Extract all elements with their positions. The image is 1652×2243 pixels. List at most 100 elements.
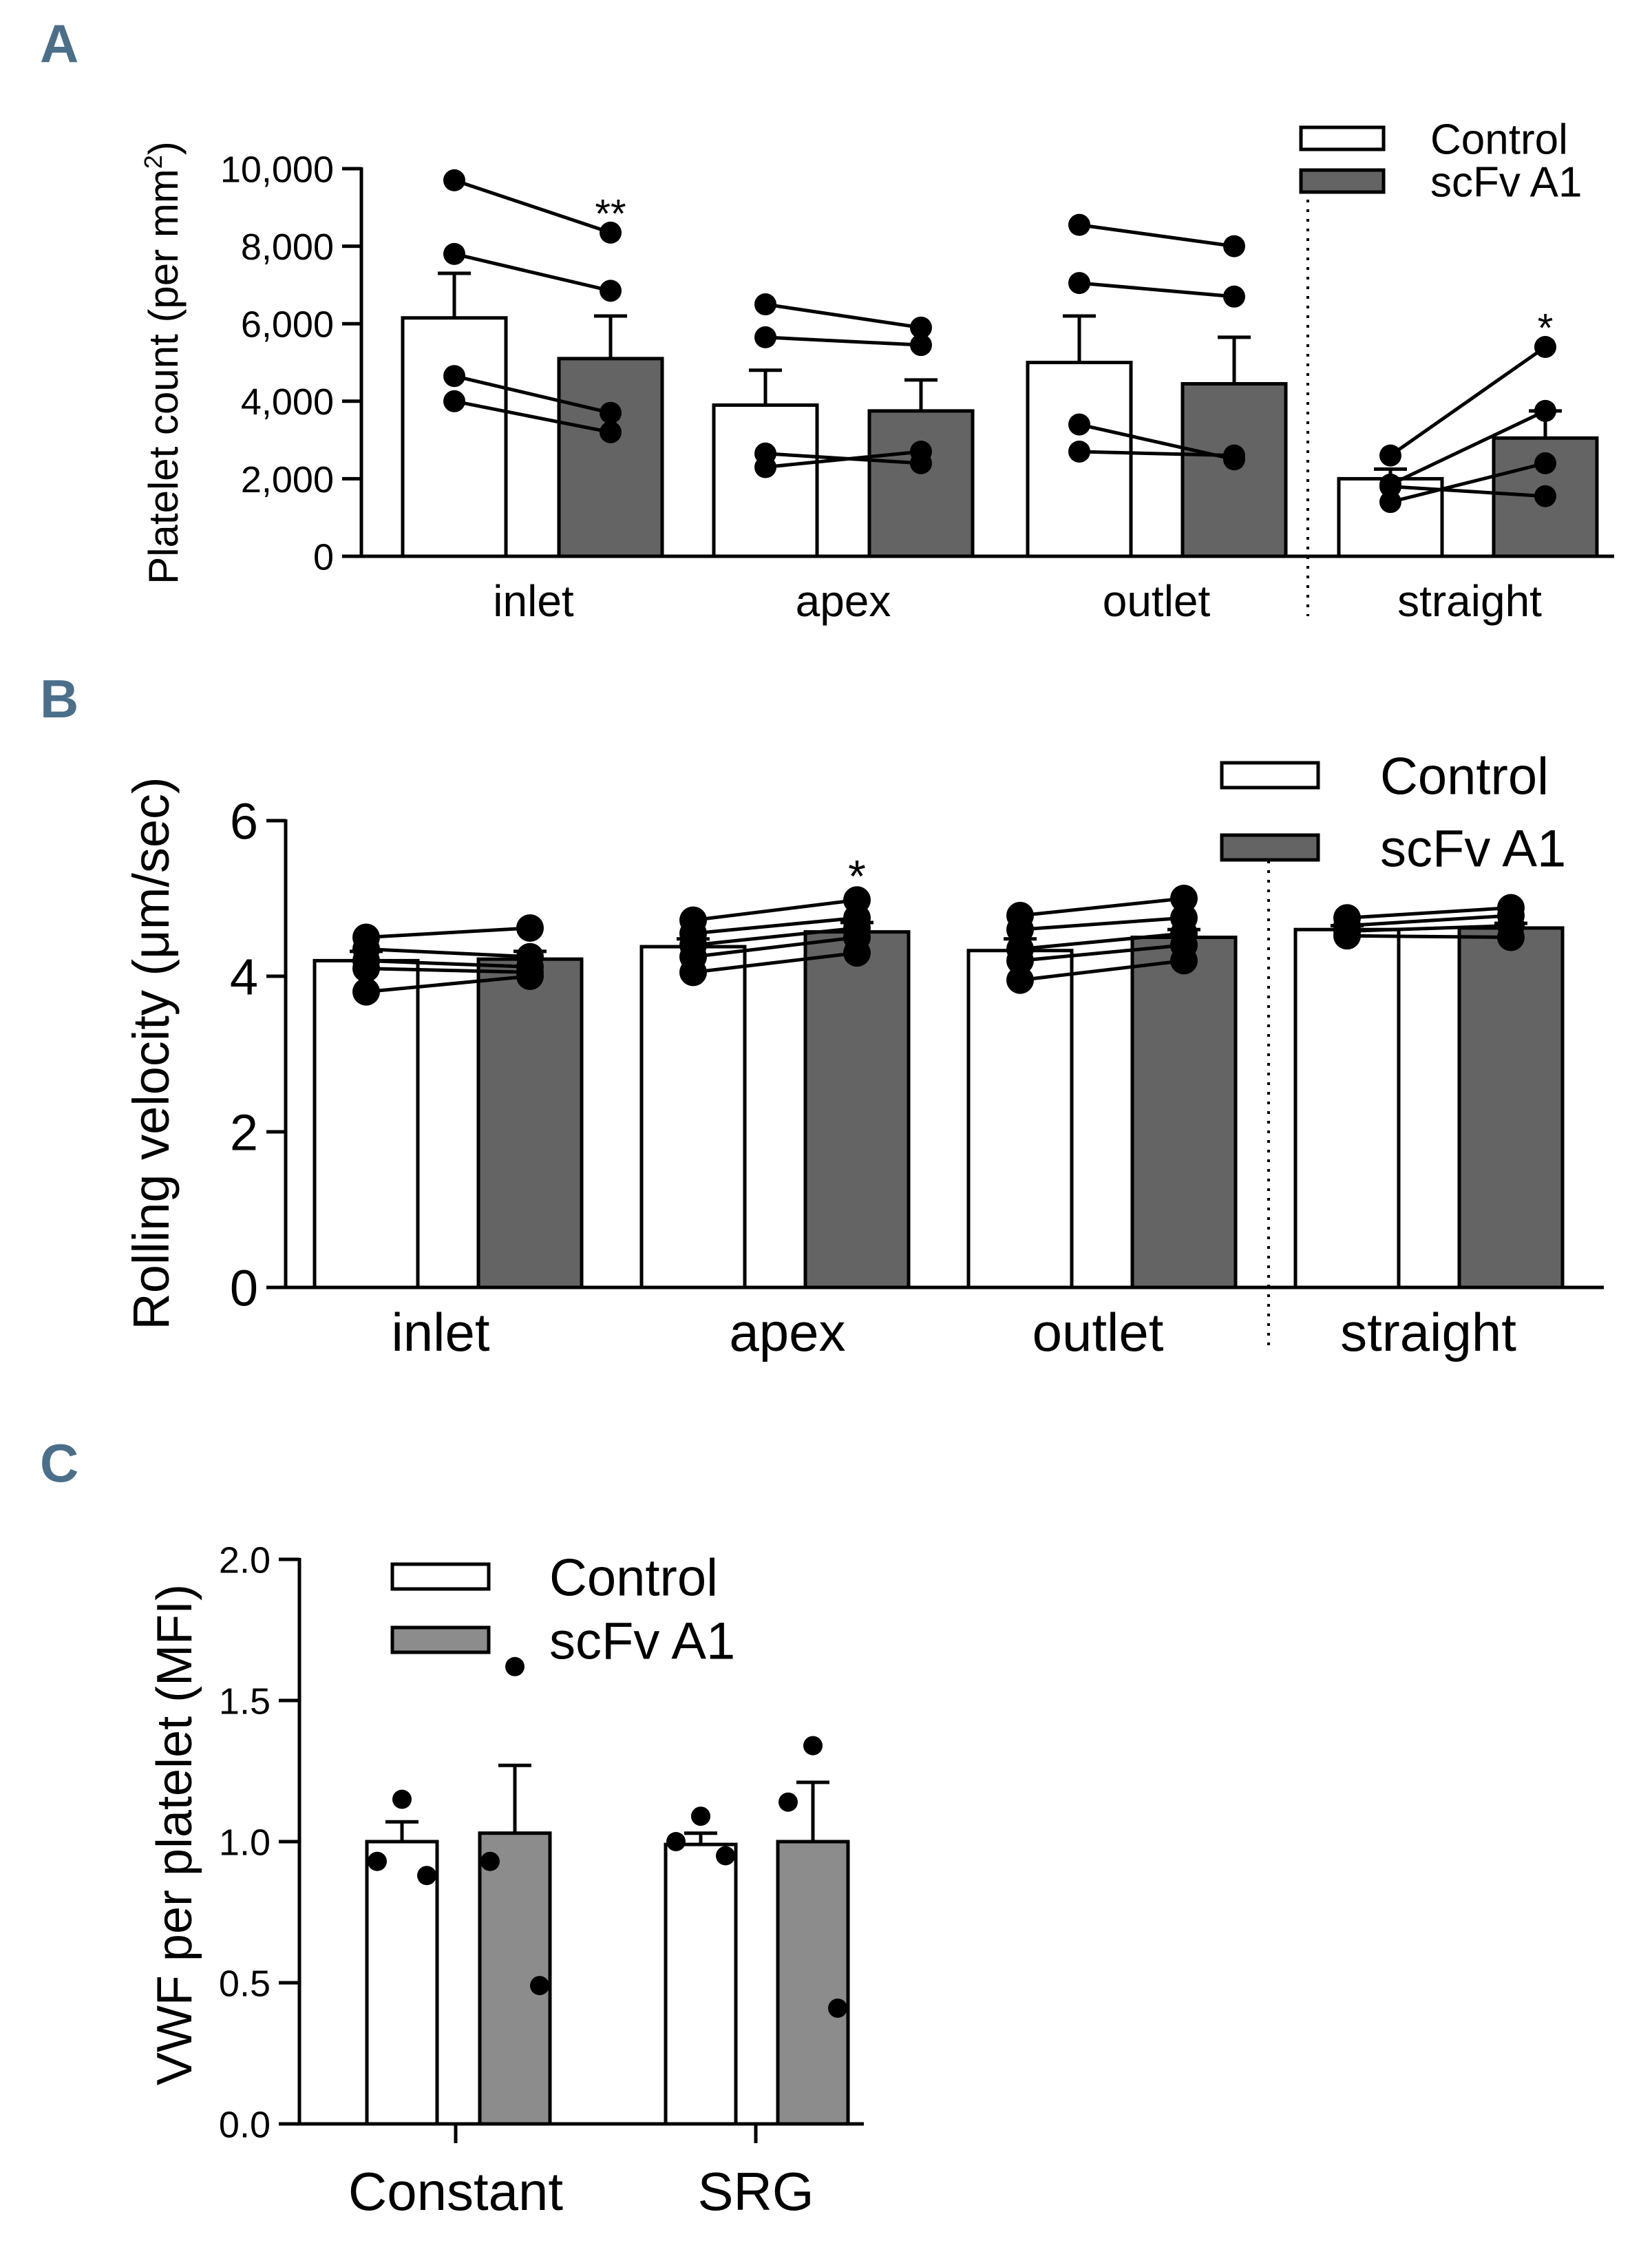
data-point-control: [443, 390, 465, 412]
bar-control: [664, 1842, 738, 2126]
paired-line: [1019, 916, 1185, 931]
data-point-control: [1068, 440, 1090, 463]
data-point-scfv-a1: [1534, 335, 1556, 358]
paired-line: [454, 374, 611, 415]
legend-swatch-control: [390, 1562, 491, 1591]
data-point-control: [352, 978, 380, 1006]
y-axis-title: Rolling velocity (μm/sec): [123, 777, 180, 1329]
paired-line: [692, 951, 858, 974]
paired-line: [692, 936, 858, 959]
significance-marker: **: [595, 191, 626, 236]
data-point-scfv-a1: [910, 440, 932, 463]
paired-line: [1079, 281, 1235, 299]
paired-line: [1019, 896, 1185, 918]
y-tick-label: 1.5: [219, 1681, 271, 1722]
data-point-control: [679, 958, 707, 987]
paired-line: [1019, 943, 1185, 962]
data-point-control: [1379, 475, 1401, 498]
x-category-label: inlet: [493, 576, 574, 626]
paired-line: [1346, 906, 1512, 920]
y-tick-label: 0: [230, 1260, 258, 1317]
data-point-scfv-a1: [530, 1976, 549, 1996]
data-point-control: [754, 293, 776, 316]
bar-scfv-a1: [1130, 936, 1238, 1289]
bar-scfv-a1: [803, 930, 911, 1289]
bar-scfv-a1: [557, 357, 664, 558]
bar-control: [313, 958, 420, 1289]
x-category-label: outlet: [1032, 1302, 1164, 1362]
paired-line: [454, 399, 611, 434]
significance-marker: *: [1538, 306, 1554, 351]
data-point-scfv-a1: [803, 1736, 823, 1756]
paired-line: [692, 916, 858, 936]
paired-line: [454, 252, 611, 293]
y-tick-label: 2.0: [219, 1539, 271, 1581]
panel-c-vwf-per-platelet-chart: 0.0 0.5 1.0 1.5 2.0 VWF per platelet (MFI) Con…: [147, 1539, 864, 2222]
y-tick-label: 4,000: [241, 381, 334, 423]
y-tick-label: 10,000: [220, 149, 334, 190]
data-point-control: [666, 1832, 686, 1851]
data-point-scfv-a1: [828, 1998, 847, 2018]
data-point-control: [754, 326, 776, 348]
y-tick-label: 0: [313, 536, 334, 578]
paired-line: [366, 958, 531, 969]
paired-line: [1390, 485, 1546, 498]
data-point-scfv-a1: [910, 316, 932, 339]
data-point-scfv-a1: [516, 914, 544, 942]
paired-line: [692, 898, 858, 923]
panel-a-platelet-count-chart: 0 2,000 4,000 6,000 8,000 10,000 Platelet coun…: [139, 116, 1614, 626]
paired-line: [1389, 345, 1547, 457]
paired-line: [692, 926, 858, 947]
bar-control: [1293, 927, 1401, 1289]
y-tick-label: 1.0: [219, 1822, 271, 1863]
data-point-scfv-a1: [1170, 885, 1198, 912]
x-category-label: outlet: [1103, 576, 1211, 626]
x-category-label: apex: [796, 576, 891, 626]
paired-line: [454, 178, 611, 235]
y-tick-label: 4: [230, 949, 258, 1006]
x-category-label: straight: [1397, 576, 1542, 626]
legend-swatch-control: [1220, 761, 1320, 790]
data-point-scfv-a1: [516, 962, 544, 990]
data-point-control: [1006, 947, 1034, 975]
legend-swatch-control: [1299, 125, 1386, 151]
bar-control: [639, 945, 747, 1289]
paired-line: [1346, 934, 1512, 939]
y-tick-label: 6,000: [241, 304, 334, 346]
data-point-control: [1068, 413, 1090, 436]
legend-label-control: Control: [1430, 116, 1568, 163]
x-category-label: SRG: [697, 2161, 814, 2222]
data-point-control: [443, 365, 465, 388]
data-point-control: [1379, 491, 1401, 514]
data-point-control: [691, 1807, 710, 1826]
legend-label-control: Control: [549, 1548, 718, 1607]
x-category-label: straight: [1340, 1302, 1516, 1362]
panel-letter-a: A: [40, 13, 78, 74]
data-point-scfv-a1: [600, 421, 622, 443]
bar-control: [712, 403, 819, 558]
x-category-label: inlet: [391, 1302, 489, 1362]
data-point-control: [1333, 922, 1361, 950]
data-point-control: [443, 169, 465, 191]
legend-label-scfv-a1: scFv A1: [1380, 819, 1566, 878]
paired-line: [765, 450, 922, 469]
paired-line: [1079, 223, 1235, 249]
data-point-scfv-a1: [600, 401, 622, 424]
bar-control: [365, 1840, 439, 2126]
data-point-scfv-a1: [600, 221, 622, 244]
paired-line: [1389, 409, 1547, 487]
bar-scfv-a1: [776, 1840, 850, 2126]
paired-line: [1346, 924, 1512, 933]
data-point-scfv-a1: [1497, 923, 1525, 951]
y-tick-label: 2,000: [241, 459, 334, 501]
y-tick-label: 0.0: [219, 2104, 271, 2145]
data-point-control: [754, 456, 776, 478]
y-axis-title: VWF per platelet (MFI): [147, 1584, 202, 2085]
data-point-scfv-a1: [1534, 452, 1556, 474]
data-point-control: [1006, 916, 1034, 944]
paired-line: [1346, 914, 1512, 928]
data-point-scfv-a1: [600, 280, 622, 302]
data-point-scfv-a1: [505, 1656, 525, 1676]
data-point-control: [1006, 966, 1034, 994]
